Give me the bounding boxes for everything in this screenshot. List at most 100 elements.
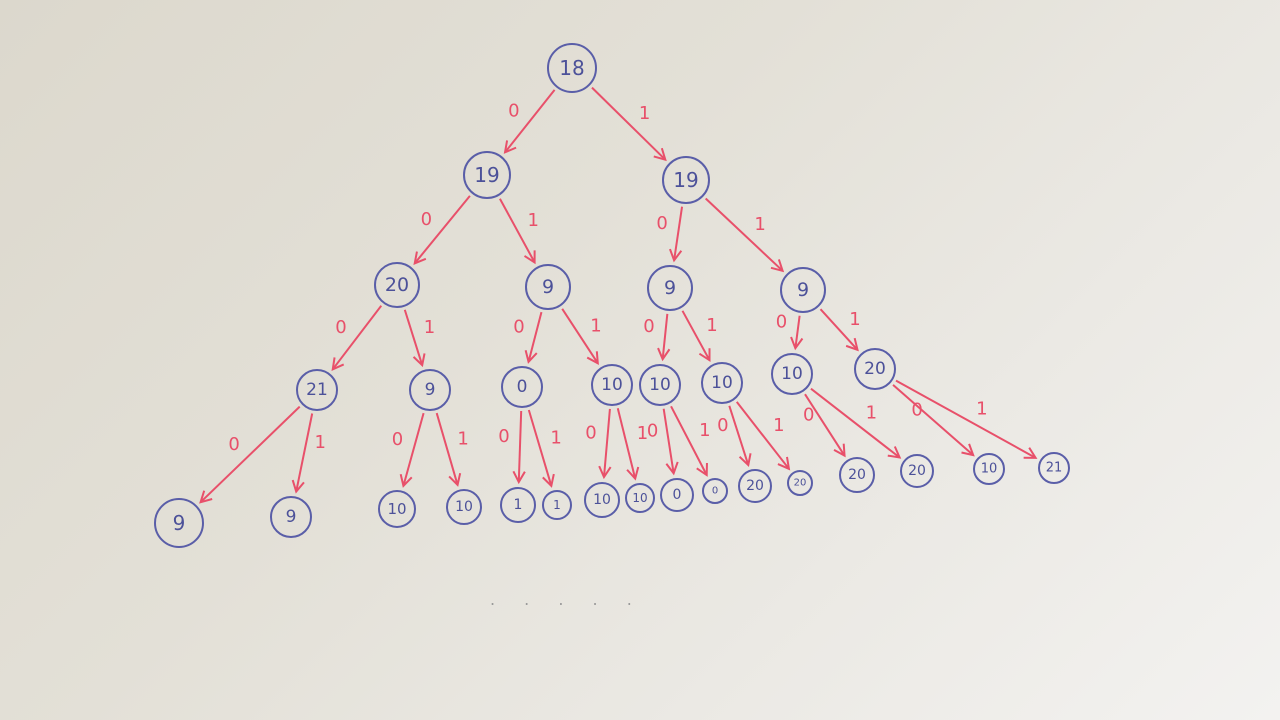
node-l4-0: 9 bbox=[154, 498, 204, 548]
edge-0-20: 0 bbox=[585, 408, 612, 480]
edge-1-17: 1 bbox=[435, 412, 469, 487]
node-value: 1 bbox=[553, 498, 561, 512]
edge-label-0: 0 bbox=[803, 404, 814, 425]
continuation-dots: . . . . . bbox=[490, 590, 644, 609]
edge-1-21: 1 bbox=[616, 408, 648, 481]
edge-0-14: 0 bbox=[199, 405, 301, 504]
edge-label-1: 1 bbox=[849, 309, 860, 330]
edge-label-0: 0 bbox=[335, 317, 346, 338]
node-l3-6: 10 bbox=[771, 353, 813, 395]
edge-0-10: 0 bbox=[643, 313, 671, 362]
edge-label-1: 1 bbox=[699, 420, 710, 441]
node-l3-0: 21 bbox=[296, 369, 338, 411]
edge-label-0: 0 bbox=[717, 415, 728, 436]
edge-label-1: 1 bbox=[590, 316, 601, 337]
node-value: 21 bbox=[306, 380, 328, 400]
node-l4-4: 1 bbox=[500, 487, 536, 523]
node-value: 20 bbox=[908, 463, 926, 479]
edge-label-1: 1 bbox=[528, 210, 539, 231]
node-l4-9: 0 bbox=[702, 478, 728, 504]
node-l4-10: 20 bbox=[738, 469, 772, 503]
edge-label-1: 1 bbox=[424, 317, 435, 338]
edge-1-23: 1 bbox=[670, 405, 711, 477]
node-value: 10 bbox=[632, 491, 647, 505]
node-value: 20 bbox=[794, 478, 807, 489]
edge-label-0: 0 bbox=[656, 213, 667, 234]
edge-0-18: 0 bbox=[498, 410, 526, 485]
node-l3-5: 10 bbox=[701, 362, 743, 404]
edge-label-0: 0 bbox=[911, 399, 922, 420]
edge-0-26: 0 bbox=[803, 393, 846, 458]
node-l4-2: 10 bbox=[378, 490, 416, 528]
node-l4-15: 21 bbox=[1038, 452, 1070, 484]
node-value: 9 bbox=[542, 276, 554, 298]
node-value: 10 bbox=[711, 373, 733, 393]
node-l3-1: 9 bbox=[409, 369, 451, 411]
node-value: 10 bbox=[649, 375, 671, 395]
node-value: 10 bbox=[593, 492, 611, 508]
edge-0-24: 0 bbox=[717, 405, 752, 468]
node-l4-11: 20 bbox=[787, 470, 813, 496]
edge-label-1: 1 bbox=[866, 403, 877, 424]
edge-0-6: 0 bbox=[331, 305, 383, 371]
edge-label-0: 0 bbox=[513, 317, 524, 338]
edge-1-5: 1 bbox=[704, 197, 785, 273]
edge-label-1: 1 bbox=[457, 428, 468, 449]
edge-0-2: 0 bbox=[413, 195, 471, 265]
node-l4-5: 1 bbox=[542, 490, 572, 520]
edge-1-13: 1 bbox=[819, 308, 861, 352]
node-value: 0 bbox=[517, 377, 528, 397]
edge-label-0: 0 bbox=[647, 420, 658, 441]
edge-label-0: 0 bbox=[508, 101, 519, 122]
edge-label-0: 0 bbox=[498, 426, 509, 447]
edge-1-25: 1 bbox=[735, 401, 791, 471]
edge-label-1: 1 bbox=[754, 214, 765, 235]
node-l4-8: 0 bbox=[660, 478, 694, 512]
node-l2-3: 9 bbox=[780, 267, 826, 313]
edge-1-11: 1 bbox=[681, 310, 718, 363]
node-l4-14: 10 bbox=[973, 453, 1005, 485]
edge-1-9: 1 bbox=[561, 308, 602, 365]
node-l3-2: 0 bbox=[501, 366, 543, 408]
node-l4-13: 20 bbox=[900, 454, 934, 488]
node-value: 19 bbox=[474, 163, 499, 187]
node-value: 10 bbox=[981, 462, 998, 477]
node-value: 1 bbox=[514, 497, 523, 513]
node-value: 19 bbox=[673, 168, 698, 192]
node-l4-1: 9 bbox=[270, 496, 312, 538]
node-l4-3: 10 bbox=[446, 489, 482, 525]
node-value: 18 bbox=[559, 56, 584, 80]
edge-label-0: 0 bbox=[776, 312, 787, 333]
edges-layer: 0 10 1 0 10 1 0 1 0 1 0 10 1 0 1 0 1 0 10 1 0 1 0 1 0 1 bbox=[199, 86, 1038, 504]
node-l2-0: 20 bbox=[374, 262, 420, 308]
edge-0-22: 0 bbox=[647, 408, 679, 476]
node-l2-1: 9 bbox=[525, 264, 571, 310]
node-value: 10 bbox=[781, 364, 803, 384]
node-value: 9 bbox=[173, 511, 186, 535]
edge-1-15: 1 bbox=[291, 413, 326, 494]
node-value: 9 bbox=[797, 279, 809, 301]
edge-label-1: 1 bbox=[976, 399, 987, 420]
edge-1-3: 1 bbox=[499, 198, 539, 265]
edge-label-1: 1 bbox=[314, 432, 325, 453]
edge-0-28: 0 bbox=[892, 384, 975, 457]
node-value: 9 bbox=[286, 507, 297, 527]
node-value: 10 bbox=[601, 375, 623, 395]
node-l3-7: 20 bbox=[854, 348, 896, 390]
node-value: 9 bbox=[425, 380, 436, 400]
node-l3-3: 10 bbox=[591, 364, 633, 406]
edge-label-1: 1 bbox=[773, 415, 784, 436]
edge-0-4: 0 bbox=[656, 206, 684, 263]
node-l3-4: 10 bbox=[639, 364, 681, 406]
node-value: 9 bbox=[664, 277, 676, 299]
edge-label-1: 1 bbox=[639, 103, 650, 124]
edge-0-16: 0 bbox=[392, 412, 425, 488]
edge-label-1: 1 bbox=[637, 423, 648, 444]
node-l4-6: 10 bbox=[584, 482, 620, 518]
edge-0-12: 0 bbox=[776, 312, 804, 351]
edge-label-0: 0 bbox=[392, 429, 403, 450]
node-l1-0: 19 bbox=[463, 151, 511, 199]
edge-label-0: 0 bbox=[421, 209, 432, 230]
